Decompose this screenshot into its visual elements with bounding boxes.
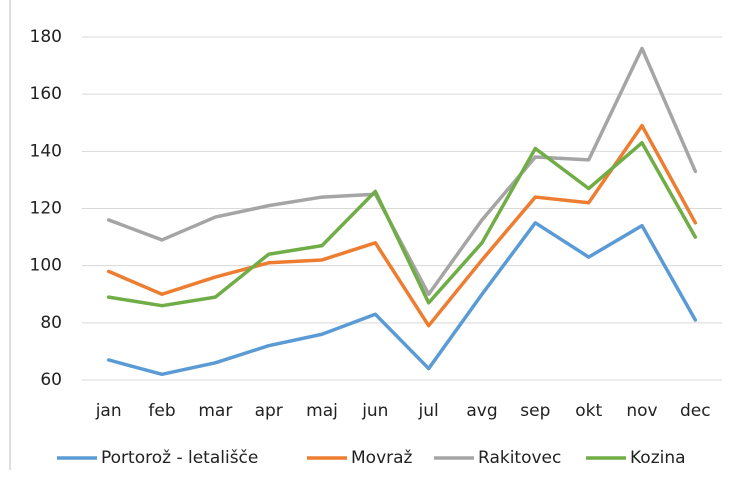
x-tick-label: avg xyxy=(466,401,497,421)
x-tick-label: nov xyxy=(626,401,657,421)
legend-label: Kozina xyxy=(630,448,686,468)
legend-label: Portorož - letališče xyxy=(101,448,258,468)
x-tick-label: dec xyxy=(680,401,711,421)
series-line xyxy=(106,123,698,328)
x-tick-label: jun xyxy=(361,401,388,421)
series-line xyxy=(106,221,698,377)
x-tick-label: maj xyxy=(306,401,338,421)
y-tick-label: 120 xyxy=(30,199,62,219)
y-tick-label: 80 xyxy=(40,313,62,333)
x-tick-label: apr xyxy=(255,401,283,421)
y-tick-label: 180 xyxy=(30,27,62,47)
x-tick-label: feb xyxy=(148,401,175,421)
y-tick-label: 100 xyxy=(30,256,62,276)
y-tick-label: 160 xyxy=(30,84,62,104)
series-line xyxy=(106,141,698,308)
y-tick-label: 140 xyxy=(30,141,62,161)
x-tick-label: jul xyxy=(418,401,439,421)
legend-label: Movraž xyxy=(351,448,413,468)
x-tick-label: jan xyxy=(95,401,122,421)
x-tick-label: okt xyxy=(575,401,602,421)
legend-label: Rakitovec xyxy=(478,448,561,468)
y-tick-label: 60 xyxy=(40,370,62,390)
x-tick-label: sep xyxy=(520,401,550,421)
x-tick-label: mar xyxy=(198,401,232,421)
